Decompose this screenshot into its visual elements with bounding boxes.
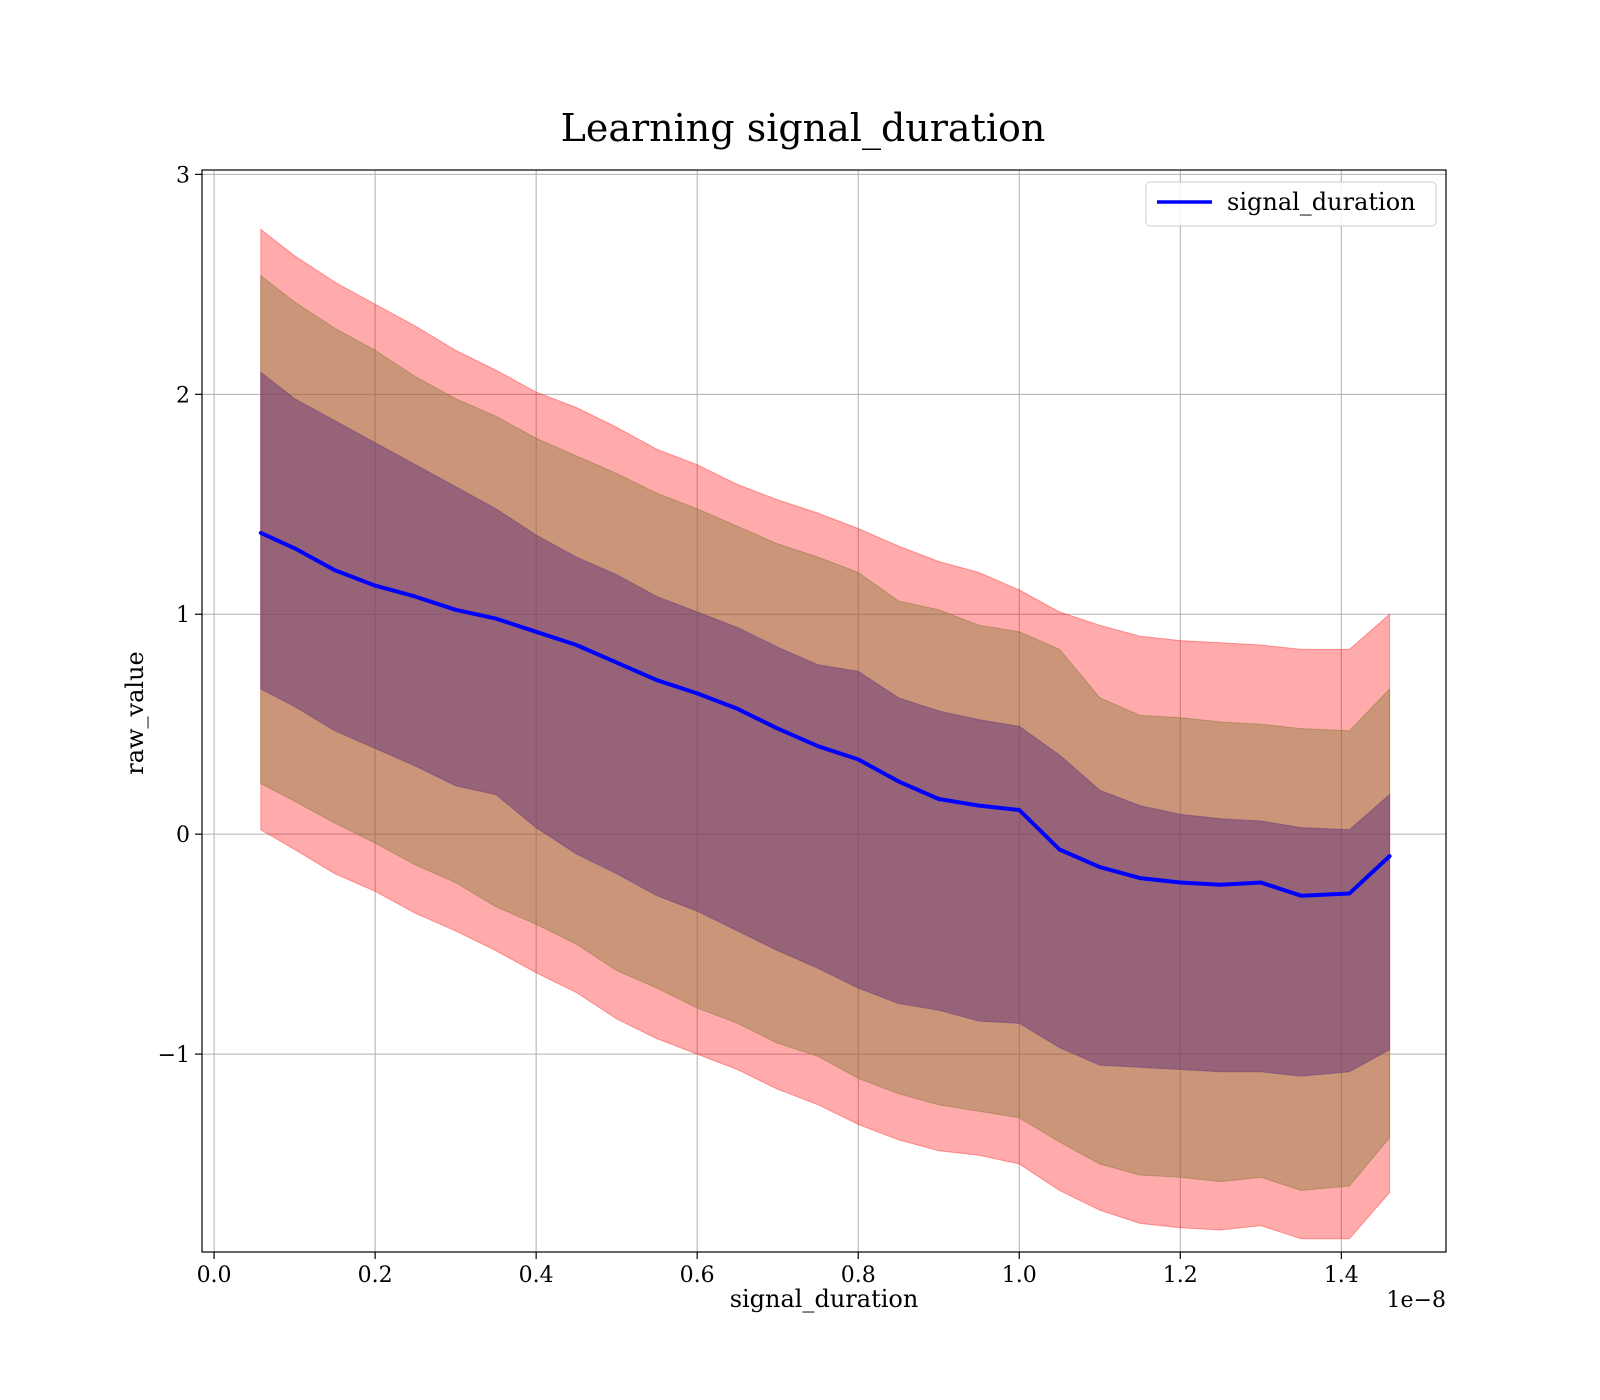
x-tick-label: 0.4 [519, 1263, 554, 1288]
x-tick-label: 1.2 [1163, 1263, 1198, 1288]
x-tick-label: 0.2 [358, 1263, 393, 1288]
series-lines [258, 530, 1392, 898]
series-line-signal-duration [258, 530, 1392, 898]
x-axis-offset-text: 1e−8 [1387, 1288, 1446, 1313]
legend-box [1145, 181, 1437, 227]
bands [260, 228, 1391, 1240]
x-axis-label: signal_duration [730, 1285, 919, 1313]
chart-title: Learning signal_duration [561, 106, 1046, 151]
y-tick-label: 0 [176, 823, 190, 848]
x-tick-label: 1.0 [1002, 1263, 1037, 1288]
y-tick-label: −1 [158, 1043, 190, 1068]
x-tick-label: 0.0 [197, 1263, 232, 1288]
legend: signal_duration [1145, 181, 1437, 227]
y-axis-label: raw_value [121, 651, 149, 775]
x-tick-label: 1.4 [1324, 1263, 1359, 1288]
plot-frame [201, 169, 1447, 1253]
band-inner [260, 371, 1391, 1077]
x-axis-ticks: 0.0 0.2 0.4 0.6 0.8 1.0 1.2 1.4 [197, 1252, 1359, 1288]
y-tick-label: 3 [176, 163, 190, 188]
y-axis-ticks: −1 0 1 2 3 [158, 163, 202, 1068]
legend-entry-signal-duration: signal_duration [1227, 188, 1416, 216]
y-tick-label: 1 [176, 603, 190, 628]
x-tick-label: 0.6 [680, 1263, 715, 1288]
x-tick-label: 0.8 [841, 1263, 876, 1288]
y-tick-label: 2 [176, 383, 190, 408]
